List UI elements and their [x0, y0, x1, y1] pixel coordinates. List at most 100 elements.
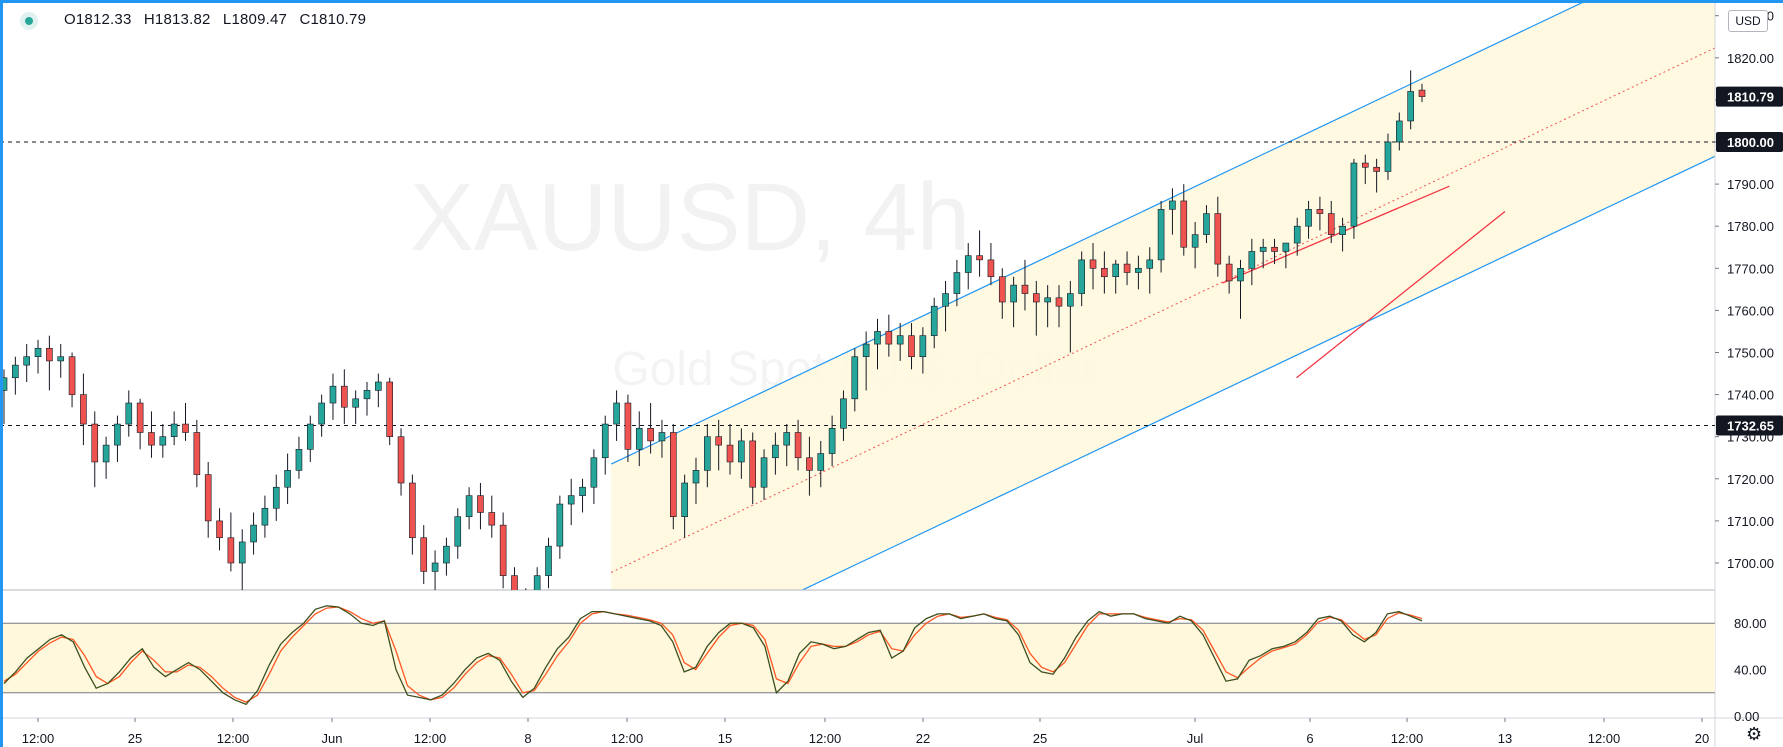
candle-body	[908, 335, 915, 358]
stoch-tick-label: 0.00	[1734, 709, 1759, 724]
candle-body	[964, 255, 972, 273]
candle-body	[1214, 213, 1222, 265]
candle-body	[749, 440, 757, 488]
time-tick-label: 12:00	[22, 731, 55, 746]
candle-body	[329, 385, 337, 404]
candle-body	[1203, 213, 1210, 235]
candle-body	[545, 545, 552, 576]
candle-body	[306, 423, 314, 450]
candle-body	[352, 398, 359, 408]
candle-body	[170, 423, 178, 438]
price-tick-label: 1760.00	[1727, 303, 1774, 318]
candle-body	[114, 423, 121, 446]
price-tick-label: 1790.00	[1727, 177, 1774, 192]
wedge-lower-line	[1296, 210, 1506, 379]
candle-body	[862, 343, 870, 358]
time-tick-label: Jun	[322, 731, 343, 746]
candle-body	[1146, 259, 1154, 269]
candle-body	[874, 331, 881, 345]
candle-body	[601, 423, 609, 459]
candle-body	[1191, 234, 1199, 248]
time-tick-label: 13	[1498, 731, 1512, 746]
candle-body	[783, 432, 791, 446]
parallel-channel[interactable]	[610, 0, 1783, 681]
candle-body	[1373, 166, 1380, 172]
stoch-tick-label: 40.00	[1734, 663, 1767, 678]
price-tick-label: 1750.00	[1727, 346, 1774, 361]
candle-body	[182, 423, 189, 433]
price-label-box	[1716, 415, 1783, 436]
candle-body	[375, 381, 382, 391]
candle-body	[91, 423, 99, 463]
candle-body	[1305, 209, 1312, 227]
price-tick-label: 1710.00	[1727, 514, 1774, 529]
candle-body	[1396, 120, 1403, 143]
price-label-box	[1716, 132, 1783, 152]
candle-body	[397, 436, 405, 484]
ohlc-legend: O1812.33 H1813.82 L1809.47 C1810.79	[64, 11, 374, 28]
candle-body	[953, 272, 961, 294]
candle-body	[1327, 213, 1335, 235]
candle-body	[204, 474, 212, 522]
candle-body	[1418, 89, 1426, 97]
candle-body	[760, 457, 768, 488]
candle-body	[1259, 246, 1267, 252]
time-tick-label: 12:00	[809, 731, 842, 746]
candle-body	[159, 436, 167, 446]
time-tick-label: 12:00	[414, 731, 447, 746]
candle-body	[658, 432, 666, 442]
candle-body	[1407, 91, 1414, 122]
candle-body	[272, 486, 280, 509]
candle-body	[919, 335, 927, 358]
candle-body	[624, 402, 632, 450]
candle-body	[386, 381, 393, 438]
gear-icon[interactable]: ⚙	[1746, 724, 1763, 744]
time-tick-label: 12:00	[1588, 731, 1621, 746]
currency-button[interactable]: USD	[1728, 10, 1768, 32]
candle-body	[1180, 200, 1188, 248]
candlestick-series	[0, 70, 1426, 590]
time-tick-label: 15	[718, 731, 732, 746]
candle-body	[465, 495, 473, 517]
candle-body	[477, 495, 484, 513]
candle-body	[1101, 267, 1108, 278]
candle-body	[284, 470, 291, 488]
price-tick-label: 1820.00	[1727, 51, 1774, 66]
candle-body	[1339, 225, 1346, 235]
candle-body	[261, 507, 269, 526]
candle-body	[1021, 284, 1029, 294]
candle-body	[806, 457, 813, 471]
candle-body	[1067, 293, 1074, 307]
market-status-icon[interactable]	[20, 12, 38, 30]
open-value: O1812.33	[64, 11, 132, 28]
candle-body	[1089, 259, 1097, 269]
candle-body	[363, 390, 371, 400]
candle-body	[976, 255, 983, 261]
candle-body	[726, 444, 734, 463]
candle-body	[715, 436, 722, 446]
candle-body	[80, 394, 87, 425]
candle-body	[930, 305, 938, 336]
horizontal-lines[interactable]	[0, 141, 1715, 427]
candle-body	[511, 575, 518, 590]
price-label: 1800.00	[1727, 135, 1774, 150]
wedge-lines[interactable]	[1222, 185, 1506, 379]
candle-body	[443, 545, 450, 564]
price-tick-label: 1720.00	[1727, 472, 1774, 487]
price-tick-label: 1780.00	[1727, 219, 1774, 234]
candle-body	[193, 432, 201, 475]
channel-upper-line	[610, 3, 1583, 465]
candle-body	[499, 524, 507, 576]
candle-body	[1112, 263, 1120, 278]
candle-body	[681, 482, 688, 517]
price-axis[interactable]: 1700.001710.001720.001730.001740.001750.…	[1715, 9, 1783, 571]
candle-body	[102, 444, 110, 463]
candle-body	[987, 259, 995, 278]
time-tick-label: 6	[1306, 731, 1313, 746]
time-axis[interactable]: 12:00 25 12:00 Jun 12:00 8 12:00 15 12:00 22 25 Jul…	[22, 718, 1710, 746]
price-label: 1732.65	[1727, 419, 1774, 434]
candle-body	[647, 427, 654, 442]
candle-body	[409, 482, 416, 539]
candle-body	[1316, 209, 1324, 214]
